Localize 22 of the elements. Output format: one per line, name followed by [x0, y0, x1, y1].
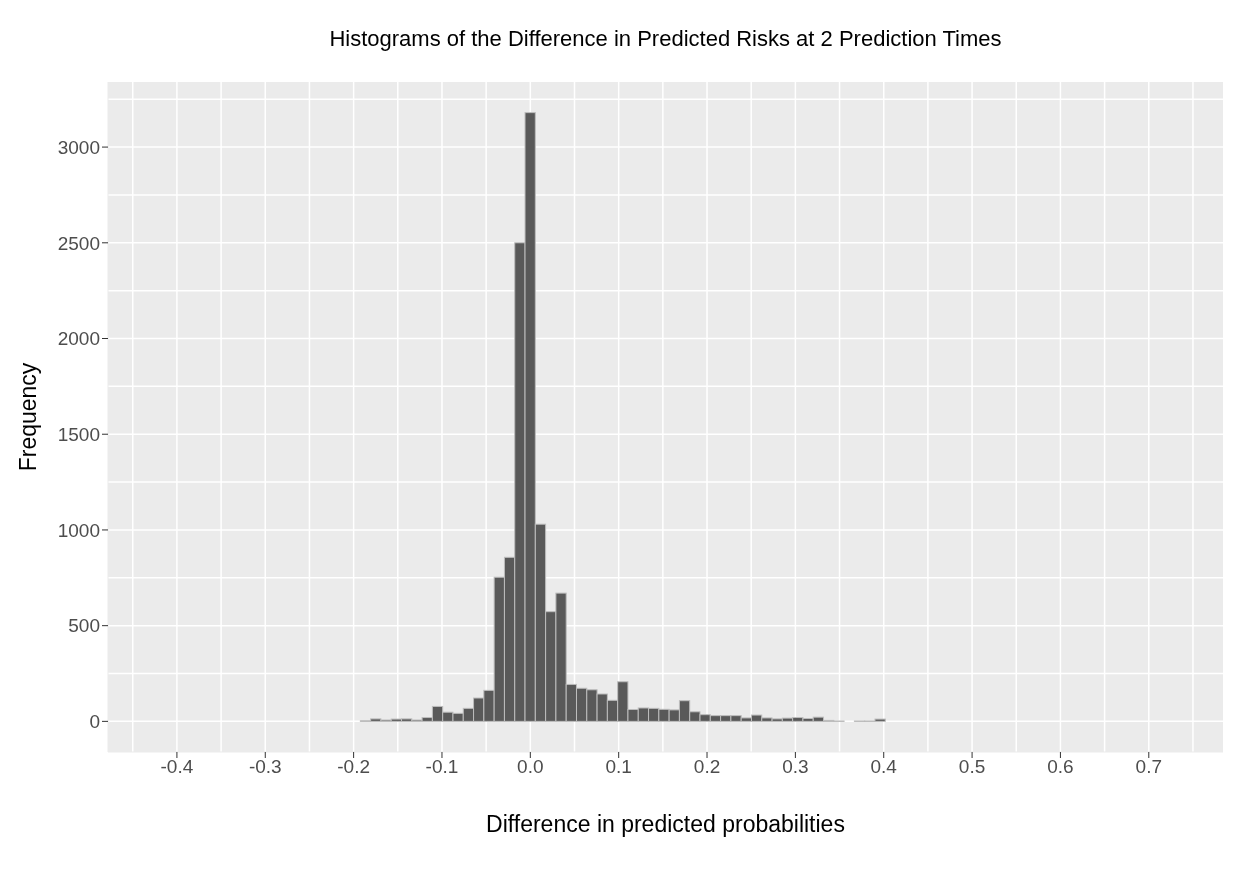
y-tick-label: 2500 — [57, 232, 100, 254]
x-tick-label: 0.3 — [782, 756, 809, 778]
chart-title: Histograms of the Difference in Predicted Risks at 2 Prediction Times — [328, 25, 1003, 53]
x-tick-label: 0.1 — [605, 756, 632, 778]
x-tick-label: 0.4 — [870, 756, 898, 778]
x-tick-label: 0.5 — [958, 756, 986, 778]
x-tick-label: 0.7 — [1135, 756, 1162, 778]
y-tick-label: 3000 — [57, 136, 100, 158]
x-axis-title: Difference in predicted probabilities — [486, 811, 845, 837]
x-tick-label: -0.3 — [248, 756, 282, 778]
x-tick-label: 0.6 — [1047, 756, 1074, 778]
y-axis-title: Frequency — [15, 362, 42, 472]
x-tick-label: -0.2 — [337, 756, 370, 778]
y-tick-label: 2000 — [57, 328, 100, 350]
y-tick-label: 1500 — [57, 423, 100, 445]
y-tick-label: 1000 — [57, 519, 100, 541]
x-tick-label: 0.0 — [517, 756, 544, 778]
x-tick-label: -0.1 — [425, 756, 459, 778]
x-tick-label: -0.4 — [160, 756, 194, 778]
x-tick-label: 0.2 — [693, 756, 721, 778]
y-tick-label: 500 — [68, 615, 100, 637]
y-tick-label: 0 — [89, 711, 100, 733]
